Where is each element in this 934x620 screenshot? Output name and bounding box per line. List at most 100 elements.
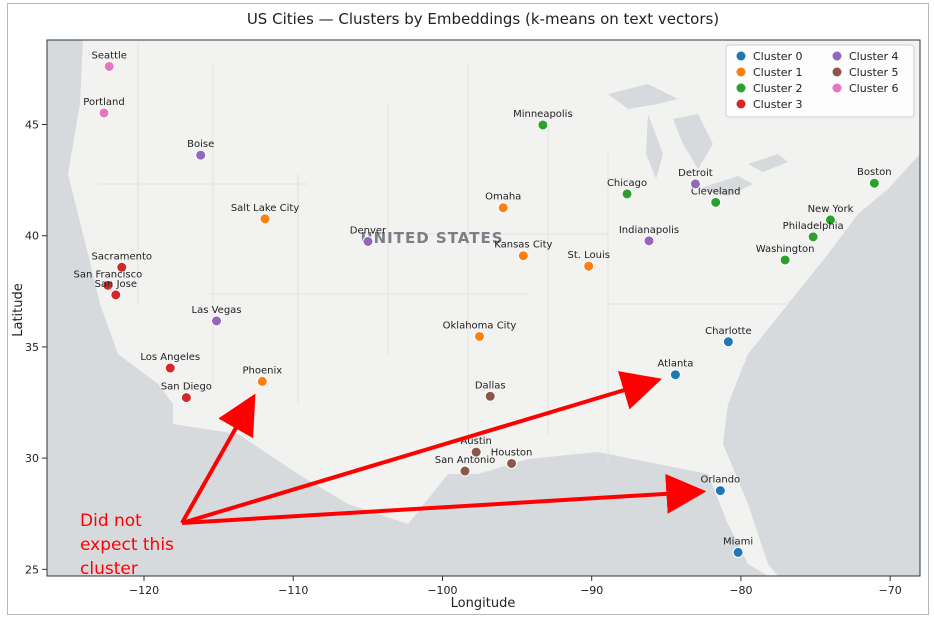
legend-marker bbox=[832, 67, 842, 77]
y-tick-label: 35 bbox=[25, 341, 39, 354]
city-point-oklahoma-city bbox=[473, 330, 485, 342]
city-label: Omaha bbox=[485, 192, 521, 203]
city-point-washington bbox=[779, 254, 791, 266]
annotation-text: Did not bbox=[80, 511, 142, 531]
city-label: Washington bbox=[756, 244, 815, 255]
city-point-new-york bbox=[824, 214, 836, 226]
city-label: Austin bbox=[460, 436, 491, 447]
city-point-minneapolis bbox=[537, 119, 549, 131]
city-point-st-louis bbox=[583, 260, 595, 272]
basemap bbox=[47, 40, 920, 576]
legend: Cluster 0 Cluster 1 Cluster 2 Cluster 3 Clus… bbox=[725, 44, 915, 118]
city-label: San Antonio bbox=[435, 455, 495, 466]
city-point-orlando bbox=[714, 485, 726, 497]
city-point-san-jose bbox=[110, 289, 122, 301]
y-axis-label: Latitude bbox=[11, 283, 26, 337]
city-label: New York bbox=[808, 204, 854, 215]
annotation: Did not expect this cluster bbox=[80, 371, 707, 579]
figure-frame: US Cities — Clusters by Embeddings (k-me… bbox=[7, 3, 929, 615]
city-label: San Diego bbox=[161, 382, 212, 393]
state-lines bbox=[98, 44, 788, 464]
city-label: Charlotte bbox=[705, 326, 751, 337]
city-point-kansas-city bbox=[517, 250, 529, 262]
legend-marker bbox=[736, 83, 746, 93]
city-label: Philadelphia bbox=[783, 221, 844, 232]
legend-label: Cluster 1 bbox=[753, 66, 803, 79]
annotation-arrow bbox=[180, 393, 256, 524]
city-point-houston bbox=[506, 457, 518, 469]
city-label: Denver bbox=[350, 226, 387, 237]
x-tick-label: −120 bbox=[129, 584, 159, 597]
city-label: Boston bbox=[857, 167, 892, 178]
city-point-miami bbox=[732, 546, 744, 558]
x-tick-label: −90 bbox=[580, 584, 603, 597]
city-point-chicago bbox=[621, 188, 633, 200]
annotation-arrow bbox=[181, 371, 663, 525]
legend-label: Cluster 6 bbox=[849, 82, 899, 95]
city-point-denver bbox=[362, 236, 374, 248]
city-point-seattle bbox=[103, 60, 115, 72]
city-point-charlotte bbox=[722, 336, 734, 348]
great-lakes bbox=[608, 84, 788, 196]
legend-marker bbox=[736, 67, 746, 77]
city-point-boston bbox=[868, 177, 880, 189]
city-label: Las Vegas bbox=[192, 305, 242, 316]
city-label: Boise bbox=[187, 139, 214, 150]
city-label: Seattle bbox=[92, 50, 127, 61]
legend-marker bbox=[736, 99, 746, 109]
legend-marker bbox=[832, 83, 842, 93]
city-label: Orlando bbox=[700, 475, 740, 486]
y-tick-label: 30 bbox=[25, 452, 39, 465]
legend-label: Cluster 0 bbox=[753, 50, 803, 63]
legend-label: Cluster 5 bbox=[849, 66, 899, 79]
y-tick-label: 45 bbox=[25, 119, 39, 132]
annotation-text: expect this bbox=[80, 535, 174, 555]
city-point-portland bbox=[98, 107, 110, 119]
x-axis: −120 −110 −100 −90 −80 −70 bbox=[129, 576, 902, 597]
pacific-ocean bbox=[47, 40, 173, 576]
city-point-detroit bbox=[689, 178, 701, 190]
chart-title: US Cities — Clusters by Embeddings (k-me… bbox=[247, 10, 719, 28]
city-label: Cleveland bbox=[691, 186, 741, 197]
city-point-san-francisco bbox=[102, 279, 114, 291]
city-point-san-diego bbox=[180, 392, 192, 404]
city-label: Kansas City bbox=[494, 240, 552, 251]
legend-label: Cluster 3 bbox=[753, 98, 803, 111]
city-point-sacramento bbox=[116, 261, 128, 273]
city-label: Portland bbox=[83, 97, 124, 108]
city-point-cleveland bbox=[710, 196, 722, 208]
atlantic-ocean bbox=[723, 154, 920, 576]
gulf-of-mexico bbox=[173, 424, 768, 576]
city-label: St. Louis bbox=[567, 250, 609, 261]
city-label: Dallas bbox=[475, 380, 506, 391]
x-tick-label: −70 bbox=[879, 584, 902, 597]
city-point-austin bbox=[470, 446, 482, 458]
city-label: Chicago bbox=[607, 178, 647, 189]
city-point-san-antonio bbox=[459, 465, 471, 477]
city-label: Minneapolis bbox=[513, 109, 573, 120]
y-axis: 25 30 35 40 45 bbox=[25, 119, 47, 576]
chart-figure: US Cities — Clusters by Embeddings (k-me… bbox=[11, 10, 921, 611]
y-tick-label: 40 bbox=[25, 230, 39, 243]
city-label: Sacramento bbox=[92, 251, 152, 262]
city-point-dallas bbox=[484, 390, 496, 402]
plot-border bbox=[46, 39, 921, 577]
city-label: Los Angeles bbox=[140, 352, 200, 363]
x-tick-label: −100 bbox=[427, 584, 457, 597]
city-label: Indianapolis bbox=[619, 225, 679, 236]
city-label: Oklahoma City bbox=[443, 320, 517, 331]
legend-marker bbox=[832, 51, 842, 61]
city-point-indianapolis bbox=[643, 235, 655, 247]
city-point-salt-lake-city bbox=[259, 213, 271, 225]
city-label: Houston bbox=[491, 447, 533, 458]
city-label: San Jose bbox=[95, 279, 137, 290]
city-label: Atlanta bbox=[657, 359, 693, 370]
city-point-boise bbox=[195, 149, 207, 161]
city-point-philadelphia bbox=[807, 231, 819, 243]
x-axis-label: Longitude bbox=[451, 596, 516, 611]
scatter-points: Charlotte Atlanta Orlando Miami Salt Lake Ci… bbox=[74, 50, 892, 558]
plot-area: UNITED STATES bbox=[46, 39, 921, 577]
city-point-omaha bbox=[497, 202, 509, 214]
x-tick-label: −80 bbox=[729, 584, 752, 597]
city-label: Detroit bbox=[678, 168, 713, 179]
